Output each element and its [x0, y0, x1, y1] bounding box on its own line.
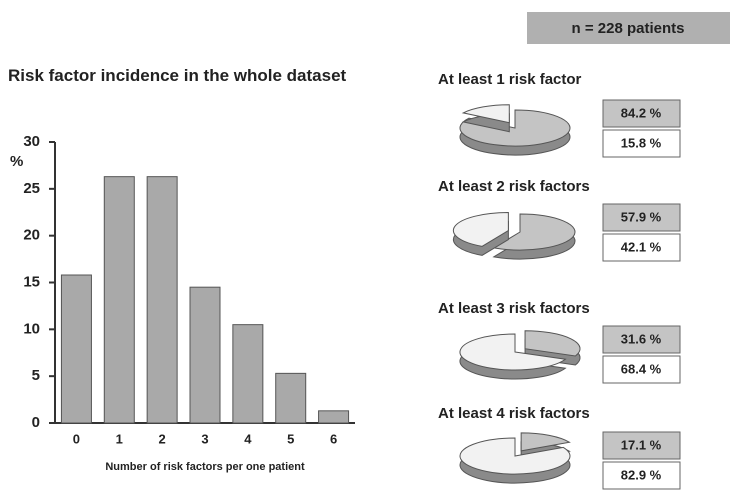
bar: [60, 274, 92, 424]
bar: [103, 176, 135, 424]
pie-title: At least 2 risk factors: [438, 178, 590, 195]
y-axis-label: %: [10, 153, 23, 170]
value-box: [602, 233, 681, 262]
value-label: 82.9 %: [621, 467, 662, 482]
y-tick-label: 30: [23, 133, 40, 150]
bar: [275, 372, 307, 424]
pie-title: At least 3 risk factors: [438, 300, 590, 317]
value-label: 42.1 %: [621, 239, 662, 254]
value-label: 17.1 %: [621, 437, 662, 452]
pie-slice: [452, 212, 509, 247]
x-tick-label: 0: [73, 431, 80, 446]
bar: [232, 324, 264, 424]
value-box: [602, 203, 681, 232]
value-box: [602, 129, 681, 158]
pie-slice: [459, 109, 571, 147]
value-label: 57.9 %: [621, 209, 662, 224]
x-tick-label: 5: [287, 431, 294, 446]
value-label: 84.2 %: [621, 105, 662, 120]
pie-slice: [524, 330, 581, 357]
x-tick-label: 4: [244, 431, 252, 446]
pie-title: At least 1 risk factor: [438, 71, 582, 88]
value-box: [602, 461, 681, 490]
x-tick-label: 1: [116, 431, 123, 446]
note-box: [527, 12, 730, 44]
bar: [189, 286, 221, 424]
value-label: 31.6 %: [621, 331, 662, 346]
y-tick-label: 5: [32, 367, 40, 384]
y-tick-label: 15: [23, 273, 40, 290]
bar: [318, 410, 350, 424]
note: n = 228 patients: [572, 20, 685, 37]
x-tick-label: 2: [159, 431, 166, 446]
chart-title: Risk factor incidence in the whole datas…: [8, 66, 347, 85]
y-tick-label: 25: [23, 180, 40, 197]
pie-slice: [459, 437, 571, 475]
value-label: 15.8 %: [621, 135, 662, 150]
value-box: [602, 99, 681, 128]
y-tick-label: 0: [32, 414, 40, 431]
pie-slice: [459, 333, 567, 371]
pie-title: At least 4 risk factors: [438, 405, 590, 422]
bar: [146, 176, 178, 424]
pie-slice: [492, 213, 576, 251]
value-box: [602, 325, 681, 354]
x-axis-label: Number of risk factors per one patient: [105, 461, 305, 473]
value-label: 68.4 %: [621, 361, 662, 376]
pie-slice: [461, 104, 510, 124]
x-tick-label: 3: [201, 431, 208, 446]
x-tick-label: 6: [330, 431, 337, 446]
y-tick-label: 20: [23, 227, 40, 244]
pie-slice: [520, 432, 571, 452]
value-box: [602, 431, 681, 460]
y-tick-label: 10: [23, 320, 40, 337]
value-box: [602, 355, 681, 384]
